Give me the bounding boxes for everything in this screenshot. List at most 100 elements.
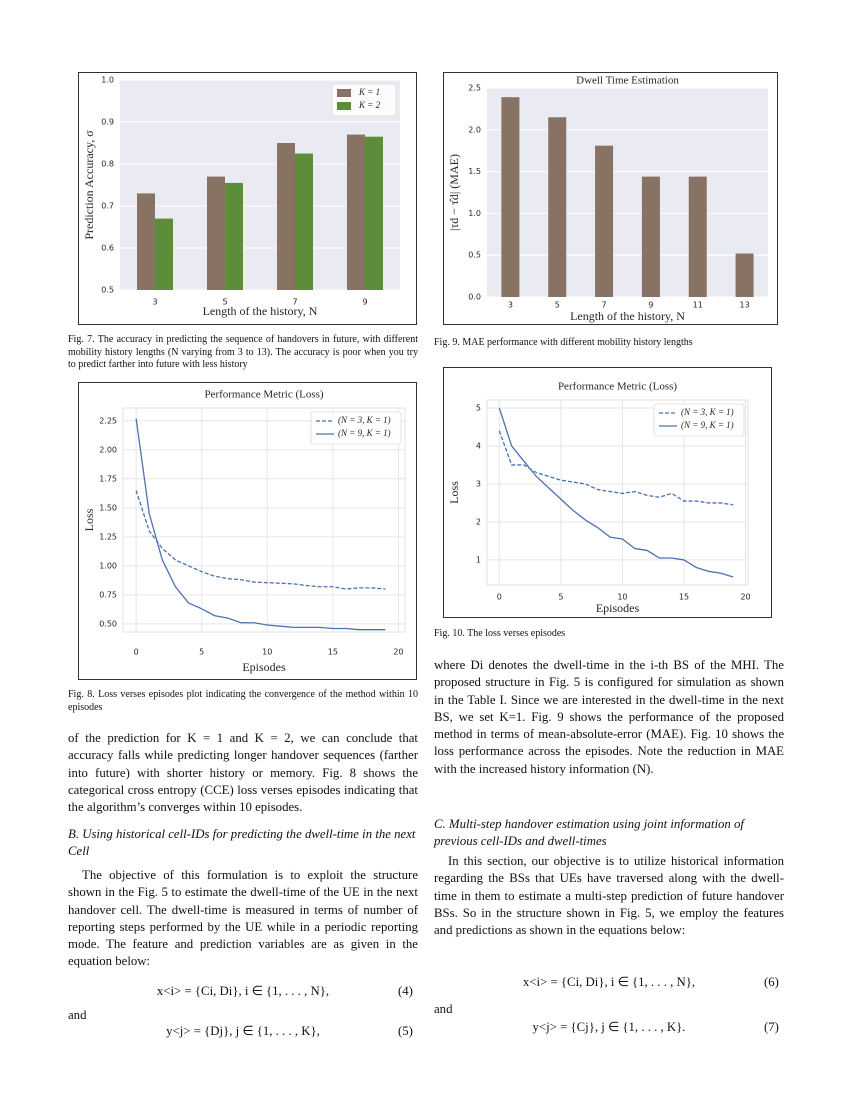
y-tick-label: 1.0 (468, 209, 481, 218)
x-axis-label: Length of the history, N (570, 309, 685, 323)
legend-label: K = 1 (358, 87, 380, 97)
y-tick-label: 3 (476, 479, 481, 488)
x-tick-label: 15 (679, 593, 689, 602)
chart-title: Performance Metric (Loss) (204, 389, 323, 401)
x-tick-label: 7 (602, 301, 607, 310)
x-tick-label: 11 (693, 301, 703, 310)
y-tick-label: 2.00 (99, 445, 117, 454)
text: and (434, 1002, 453, 1016)
caption: Fig. 10. The loss verses episodes (434, 628, 566, 639)
x-tick-label: 5 (558, 593, 563, 602)
y-tick-label: 2.5 (468, 84, 481, 93)
y-tick-label: 1.50 (99, 503, 117, 512)
y-tick-label: 1.75 (99, 474, 117, 483)
y-tick-label: 0.5 (468, 251, 481, 260)
y-tick-label: 0.8 (101, 160, 114, 169)
caption: Fig. 7. The accuracy in predicting the s… (68, 334, 418, 370)
plot-area (487, 88, 768, 297)
y-tick-label: 0.50 (99, 619, 117, 628)
legend-label: (N = 3, K = 1) (338, 415, 391, 425)
x-axis-label: Episodes (596, 601, 640, 615)
x-axis-label: Episodes (242, 660, 286, 674)
y-tick-label: 0.5 (101, 286, 114, 295)
y-tick-label: 0.0 (468, 293, 481, 302)
bar (735, 253, 754, 297)
legend-swatch (337, 89, 351, 97)
bar (155, 218, 173, 290)
equation: y<j> = {Cj}, j ∈ {1, . . . , K}. (532, 1020, 686, 1034)
equation: y<j> = {Dj}, j ∈ {1, . . . , K}, (166, 1024, 320, 1038)
x-tick-label: 5 (222, 298, 227, 307)
chart-title: Performance Metric (Loss) (558, 381, 677, 393)
equation-number: (4) (398, 984, 413, 998)
x-tick-label: 20 (740, 593, 750, 602)
bar (277, 143, 295, 290)
equation: x<i> = {Ci, Di}, i ∈ {1, . . . , N}, (156, 984, 330, 998)
bar (347, 134, 365, 290)
bar (225, 182, 243, 290)
bar (641, 176, 660, 297)
equation: x<i> = {Ci, Di}, i ∈ {1, . . . , N}, (522, 975, 696, 989)
y-tick-label: 0.9 (101, 118, 114, 127)
section-heading: B. Using historical cell-IDs for predict… (68, 827, 416, 859)
x-tick-label: 5 (199, 648, 204, 657)
y-tick-label: 4 (476, 441, 481, 450)
bar (501, 97, 520, 297)
figure: 1 2 3 4 5 Performance Metric (Loss) Episodes Lo… (443, 367, 772, 618)
figure: 0.50 0.75 1.00 1.25 1.50 1.75 2.00 2.25 Performa… (78, 382, 417, 680)
x-tick-label: 20 (393, 648, 403, 657)
paragraph: The objective of this formulation is to … (68, 868, 418, 969)
equation-number: (5) (398, 1024, 413, 1038)
x-axis-label: Length of the history, N (203, 304, 318, 318)
y-tick-label: 1.25 (99, 532, 117, 541)
legend-swatch (337, 102, 351, 110)
paragraph: of the prediction for K = 1 and K = 2, w… (68, 731, 418, 815)
bar (365, 136, 383, 290)
legend-box (310, 411, 402, 445)
x-tick-label: 0 (497, 593, 502, 602)
figure: 0.5 0.6 0.7 0.8 0.9 1.0 Length of the history,… (78, 72, 417, 325)
legend-label: (N = 9, K = 1) (338, 428, 391, 438)
y-axis-label: Prediction Accuracy, σ (82, 130, 96, 240)
y-tick-label: 2.25 (99, 416, 117, 425)
line-series (498, 407, 734, 578)
bar (595, 145, 614, 297)
chart-title: Dwell Time Estimation (576, 75, 679, 87)
legend-label: (N = 3, K = 1) (681, 407, 734, 417)
bar (295, 153, 313, 290)
equation-number: (7) (764, 1020, 779, 1034)
paragraph: In this section, our objective is to uti… (434, 854, 784, 938)
x-tick-label: 9 (648, 301, 653, 310)
x-tick-label: 10 (262, 648, 272, 657)
y-tick-label: 0.7 (101, 202, 114, 211)
y-tick-label: 5 (476, 403, 481, 412)
x-tick-label: 7 (292, 298, 297, 307)
x-tick-label: 3 (508, 301, 513, 310)
y-axis-label: Loss (447, 481, 461, 504)
y-tick-label: 2.0 (468, 125, 481, 134)
y-tick-label: 1.0 (101, 76, 114, 85)
y-tick-label: 2 (476, 517, 481, 526)
paragraph: where Di denotes the dwell-time in the i… (434, 658, 784, 776)
equation-number: (6) (764, 975, 779, 989)
section-heading: C. Multi-step handover estimation using … (434, 817, 744, 849)
bar (207, 176, 225, 290)
text: and (68, 1008, 87, 1022)
x-tick-label: 5 (555, 301, 560, 310)
x-tick-label: 3 (152, 298, 157, 307)
caption: Fig. 8. Loss verses episodes plot indica… (68, 689, 418, 713)
x-tick-label: 15 (328, 648, 338, 657)
x-tick-label: 0 (134, 648, 139, 657)
x-tick-label: 10 (617, 593, 627, 602)
line-series (498, 430, 734, 506)
legend-label: K = 2 (358, 100, 381, 110)
legend-box (653, 403, 745, 437)
x-tick-label: 9 (362, 298, 367, 307)
y-tick-label: 1 (476, 555, 481, 564)
caption: Fig. 9. MAE performance with different m… (434, 337, 693, 348)
line-series (135, 490, 386, 590)
legend-label: (N = 9, K = 1) (681, 420, 734, 430)
y-tick-label: 0.6 (101, 244, 114, 253)
y-tick-label: 0.75 (99, 590, 117, 599)
